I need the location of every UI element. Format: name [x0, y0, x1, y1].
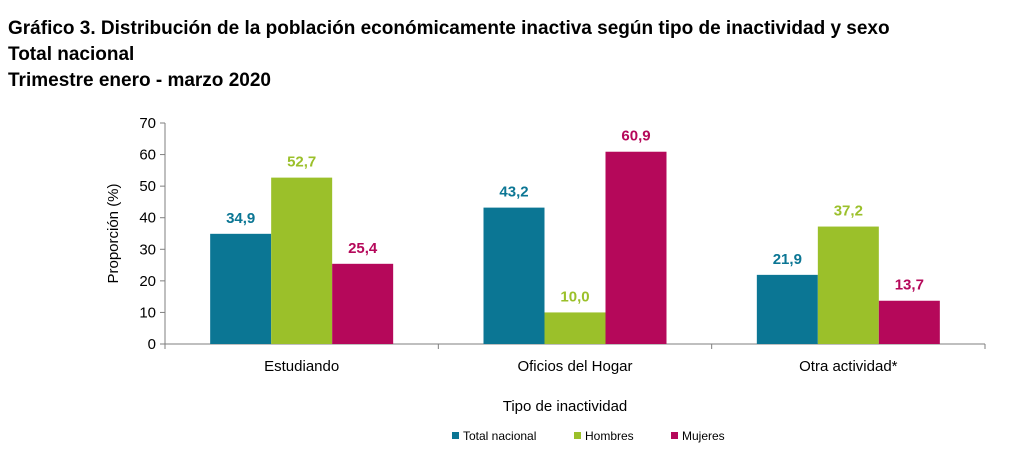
legend-label: Total nacional — [463, 429, 536, 443]
bar-mujeres — [878, 300, 940, 344]
bar-value-label: 43,2 — [499, 184, 528, 201]
y-tick-label: 40 — [139, 210, 156, 227]
y-tick-label: 70 — [139, 115, 156, 132]
bar-hombres — [271, 177, 333, 344]
bar-mujeres — [332, 263, 394, 344]
y-tick-label: 20 — [139, 273, 156, 290]
chart-titles: Gráfico 3. Distribución de la población … — [8, 16, 890, 94]
x-category-label: Oficios del Hogar — [517, 358, 632, 375]
chart-subtitle-scope: Total nacional — [8, 44, 135, 65]
bar-value-label: 37,2 — [834, 203, 863, 220]
bar-total — [210, 233, 272, 344]
y-axis-title: Proporción (%) — [105, 183, 122, 283]
x-axis-title: Tipo de inactividad — [503, 398, 628, 415]
legend-swatch — [452, 432, 459, 439]
bar-total — [483, 207, 545, 344]
legend-label: Mujeres — [682, 429, 725, 443]
y-tick-label: 60 — [139, 147, 156, 164]
chart-title: Gráfico 3. Distribución de la población … — [8, 18, 890, 39]
bar-value-label: 34,9 — [226, 210, 255, 227]
bar-hombres — [817, 226, 879, 344]
legend: Total nacional Hombres Mujeres — [452, 429, 725, 443]
category-labels: Estudiando Oficios del Hogar Otra activida… — [164, 344, 986, 375]
x-category-label: Estudiando — [264, 358, 339, 375]
bar-total — [756, 274, 818, 344]
bar-value-label: 52,7 — [287, 154, 316, 171]
y-tick-label: 0 — [148, 336, 156, 353]
bar-hombres — [544, 312, 606, 344]
y-tick-label: 30 — [139, 241, 156, 258]
legend-swatch — [671, 432, 678, 439]
y-axis-ticks: 0 10 20 30 40 50 60 70 — [139, 115, 165, 353]
chart-subtitle-period: Trimestre enero - marzo 2020 — [8, 70, 271, 91]
legend-label: Hombres — [585, 429, 634, 443]
x-category-label: Otra actividad* — [799, 358, 898, 375]
legend-swatch — [574, 432, 581, 439]
bar-value-label: 25,4 — [348, 240, 378, 257]
bars-group: 34,9 52,7 25,4 43,2 10,0 60,9 21,9 37,2 13,7 — [210, 128, 940, 344]
bar-value-label: 13,7 — [895, 277, 924, 294]
y-tick-label: 10 — [139, 304, 156, 321]
bar-value-label: 10,0 — [560, 288, 589, 305]
bar-value-label: 21,9 — [773, 251, 802, 268]
bar-mujeres — [605, 151, 667, 344]
bar-value-label: 60,9 — [621, 128, 650, 145]
y-tick-label: 50 — [139, 178, 156, 195]
